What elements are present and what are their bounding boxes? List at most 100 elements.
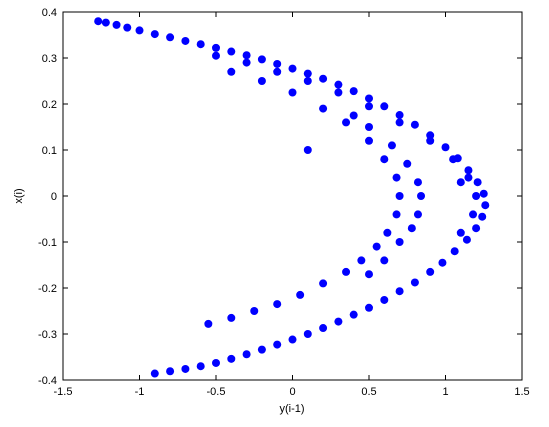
point xyxy=(426,131,435,140)
point xyxy=(342,118,351,127)
point xyxy=(212,43,220,52)
point xyxy=(450,247,459,256)
point xyxy=(196,40,205,49)
y-tick-label: 0.4 xyxy=(42,7,57,19)
point xyxy=(479,189,488,198)
x-tick-label: 1.5 xyxy=(514,386,529,398)
x-tick-label: 1 xyxy=(442,386,448,398)
y-tick-label: -0.3 xyxy=(38,329,57,341)
point xyxy=(413,210,422,219)
point xyxy=(395,111,404,120)
point xyxy=(472,192,481,200)
point xyxy=(227,354,236,363)
point xyxy=(250,307,259,315)
point xyxy=(123,23,132,32)
point xyxy=(349,87,358,96)
point xyxy=(273,59,282,68)
point xyxy=(334,88,343,97)
point xyxy=(380,102,389,111)
point xyxy=(101,18,110,27)
point xyxy=(395,192,404,200)
point xyxy=(365,123,373,131)
x-axis-label: y(i-1) xyxy=(279,403,304,415)
point xyxy=(319,279,328,288)
point xyxy=(257,345,266,354)
point xyxy=(181,364,190,373)
y-tick-label: 0 xyxy=(51,191,57,203)
y-tick-label: 0.2 xyxy=(42,99,57,111)
point xyxy=(417,192,426,200)
point xyxy=(464,173,473,182)
point xyxy=(478,212,487,221)
point xyxy=(387,141,396,150)
point xyxy=(438,258,447,267)
y-tick-label: -0.1 xyxy=(38,237,57,249)
point xyxy=(166,367,175,376)
point xyxy=(365,303,373,312)
point xyxy=(212,51,220,60)
point xyxy=(296,290,305,299)
point xyxy=(383,228,392,237)
point xyxy=(212,358,220,367)
point xyxy=(481,201,490,210)
point xyxy=(464,166,473,175)
point xyxy=(303,330,312,338)
point xyxy=(472,224,481,233)
point xyxy=(365,102,373,111)
point xyxy=(426,136,435,145)
point xyxy=(319,74,328,83)
point xyxy=(288,335,297,344)
point xyxy=(426,267,435,276)
point xyxy=(257,77,266,85)
y-axis-label: x(i) xyxy=(13,188,25,203)
point xyxy=(395,118,404,127)
point xyxy=(273,340,282,349)
point xyxy=(365,136,373,145)
point xyxy=(288,88,297,97)
point xyxy=(334,80,343,89)
point xyxy=(227,313,236,322)
point xyxy=(242,51,251,60)
point xyxy=(410,120,419,129)
point xyxy=(319,324,328,333)
point xyxy=(112,20,121,29)
point xyxy=(392,210,401,219)
y-tick-label: -0.2 xyxy=(38,283,57,295)
y-tick-label: 0.1 xyxy=(42,145,57,157)
point xyxy=(462,235,471,244)
point xyxy=(242,58,251,67)
point xyxy=(303,69,312,78)
point xyxy=(166,33,175,42)
point xyxy=(227,67,236,76)
point xyxy=(257,55,266,64)
point xyxy=(94,17,103,26)
point xyxy=(303,146,312,154)
point xyxy=(150,369,159,378)
point xyxy=(342,267,351,276)
x-tick-label: 0.5 xyxy=(361,386,376,398)
point xyxy=(273,67,282,76)
x-tick-label: 0 xyxy=(289,386,295,398)
point xyxy=(456,178,465,187)
point xyxy=(242,350,251,359)
point xyxy=(449,155,458,164)
point xyxy=(395,238,404,246)
point xyxy=(380,155,389,164)
point xyxy=(380,256,389,265)
x-tick-label: -1 xyxy=(135,386,145,398)
point xyxy=(469,210,478,219)
point xyxy=(413,178,422,187)
plot-area xyxy=(62,11,523,381)
point xyxy=(303,77,312,85)
point xyxy=(473,178,482,187)
point xyxy=(349,111,358,120)
point xyxy=(349,310,358,319)
point xyxy=(204,319,213,328)
point xyxy=(365,94,373,103)
point xyxy=(380,295,389,304)
point xyxy=(150,30,159,39)
point xyxy=(181,36,190,45)
point xyxy=(441,143,450,152)
x-tick-label: -0.5 xyxy=(207,386,226,398)
